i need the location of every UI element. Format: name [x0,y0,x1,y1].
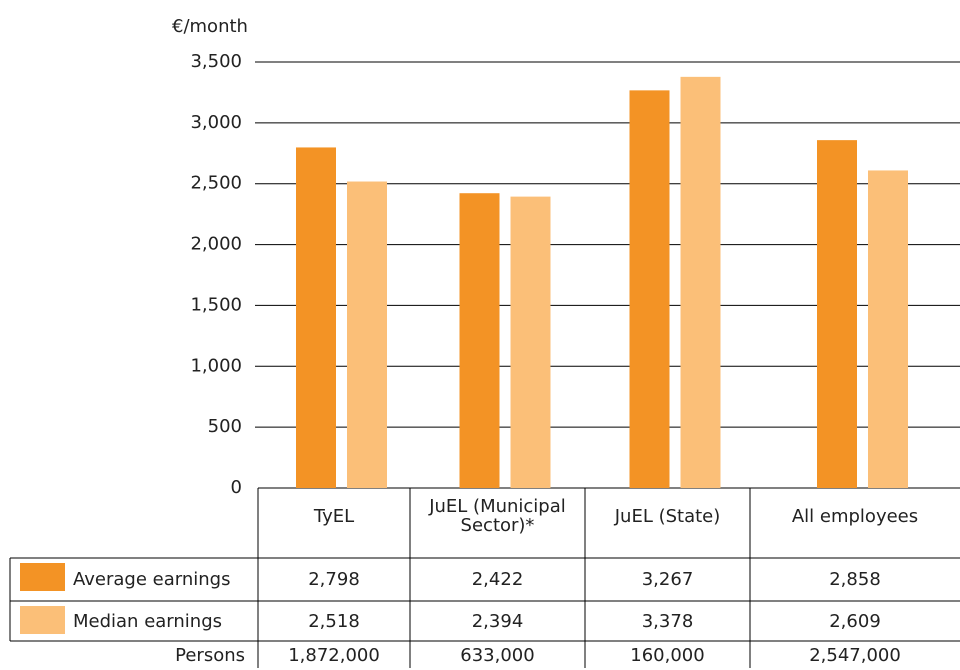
y-tick-label: 1,000 [190,355,242,376]
y-tick-label: 2,000 [190,234,242,255]
table-value: 633,000 [460,645,535,666]
bar [296,147,336,489]
table-value: 3,378 [641,610,694,632]
table-value: 2,798 [308,569,360,590]
category-label: All employees [791,505,919,527]
category-label: JuEL (State) [614,505,721,527]
table-value: 2,422 [471,569,524,590]
y-axis-label: €/month [172,16,248,37]
table-value: 2,518 [308,610,360,632]
legend-label: Average earnings [73,569,231,590]
table-value: 160,000 [630,645,705,666]
y-tick-label: 0 [231,477,242,498]
table-value: 2,609 [829,610,881,632]
y-tick-label: 3,000 [190,112,242,133]
y-tick-label: 2,500 [190,173,242,194]
table-value: 3,267 [641,569,694,590]
bar [680,76,721,488]
category-label: JuEL (Municipal Sector)* [429,496,566,536]
table-value: 1,872,000 [288,645,380,666]
category-label: TyEL [313,505,355,527]
bar [817,140,857,488]
row-label: Persons [175,645,245,666]
table-value: 2,858 [829,569,881,590]
table-value: 2,394 [471,610,524,632]
legend-swatch [20,606,65,634]
bar [868,170,908,488]
y-tick-label: 3,500 [190,51,242,72]
bar [510,196,551,488]
bar [629,90,670,488]
bar [347,181,387,488]
bar [459,193,500,488]
table-value: 2,547,000 [809,645,901,666]
legend-label: Median earnings [73,610,223,632]
y-tick-label: 1,500 [190,294,242,315]
legend-swatch [20,563,65,591]
y-tick-label: 500 [208,416,242,437]
